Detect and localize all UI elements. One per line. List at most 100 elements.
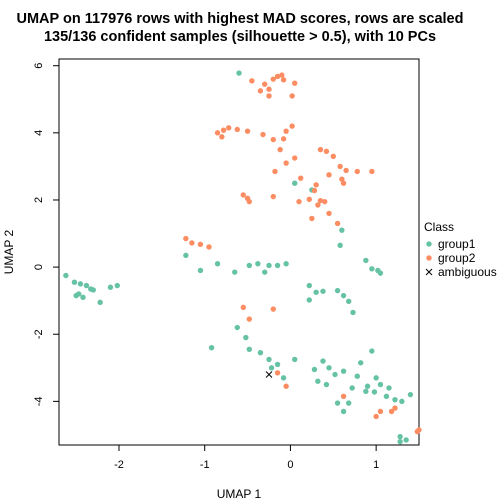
point-group2 bbox=[343, 167, 349, 174]
point-group2 bbox=[266, 86, 272, 92]
point-group1 bbox=[320, 288, 326, 294]
legend-title: Class bbox=[424, 220, 454, 234]
point-group1 bbox=[377, 270, 384, 276]
point-group1 bbox=[397, 433, 403, 440]
point-group2 bbox=[323, 148, 330, 155]
point-group2 bbox=[326, 172, 332, 178]
point-group1 bbox=[266, 356, 272, 363]
point-group1 bbox=[266, 262, 272, 269]
legend-label-group1: group1 bbox=[438, 237, 476, 251]
point-group1 bbox=[364, 383, 371, 389]
point-group2 bbox=[339, 176, 345, 182]
point-group1 bbox=[97, 299, 103, 306]
point-group1 bbox=[358, 360, 364, 366]
point-group2 bbox=[292, 80, 298, 86]
legend-label-group2: group2 bbox=[438, 251, 476, 265]
point-group2 bbox=[219, 134, 225, 140]
point-group1 bbox=[334, 287, 341, 294]
point-group1 bbox=[208, 344, 215, 351]
x-tick-label: 0 bbox=[287, 459, 293, 471]
point-group2 bbox=[240, 192, 246, 198]
point-group1 bbox=[340, 408, 347, 415]
point-group1 bbox=[83, 282, 90, 289]
point-group1 bbox=[315, 378, 321, 384]
x-axis-label: UMAP 1 bbox=[217, 487, 262, 501]
point-group1 bbox=[77, 281, 84, 287]
point-group2 bbox=[317, 146, 324, 153]
point-group2 bbox=[220, 127, 227, 133]
point-group1 bbox=[255, 261, 261, 267]
point-group2 bbox=[234, 126, 240, 133]
point-group2 bbox=[283, 383, 289, 389]
point-group1 bbox=[392, 396, 398, 403]
point-group1 bbox=[386, 385, 392, 391]
point-group1 bbox=[337, 242, 343, 248]
point-group1 bbox=[377, 381, 384, 388]
point-group2 bbox=[369, 168, 375, 175]
point-group2 bbox=[270, 76, 276, 82]
point-group1 bbox=[306, 297, 312, 303]
point-group1 bbox=[403, 437, 409, 443]
legend-marker-group1 bbox=[426, 241, 432, 247]
point-group2 bbox=[326, 210, 332, 217]
point-group2 bbox=[270, 306, 276, 312]
point-group2 bbox=[388, 408, 395, 415]
x-axis: -2 -1 0 1 bbox=[114, 445, 379, 471]
point-group1 bbox=[63, 272, 69, 279]
point-group1 bbox=[326, 365, 332, 371]
point-group1 bbox=[73, 292, 79, 299]
point-group2 bbox=[262, 81, 268, 87]
point-group2 bbox=[274, 73, 281, 80]
y-tick-label: 0 bbox=[33, 264, 45, 270]
point-group2 bbox=[260, 131, 266, 138]
point-group2 bbox=[337, 163, 343, 170]
point-group1 bbox=[114, 282, 120, 289]
point-group2 bbox=[296, 198, 302, 205]
point-group1 bbox=[350, 309, 356, 316]
point-group2 bbox=[340, 393, 347, 400]
point-group1 bbox=[80, 294, 86, 301]
point-group1 bbox=[71, 279, 78, 285]
point-group2 bbox=[354, 168, 360, 175]
point-group2 bbox=[266, 93, 272, 99]
point-group1 bbox=[257, 349, 264, 356]
point-group2 bbox=[313, 182, 319, 188]
point-group1 bbox=[369, 348, 375, 354]
point-group1 bbox=[90, 287, 96, 293]
point-group1 bbox=[397, 438, 403, 445]
point-group2 bbox=[309, 215, 315, 222]
point-group2 bbox=[257, 88, 264, 94]
y-tick-label: -4 bbox=[33, 396, 45, 406]
point-group2 bbox=[279, 72, 285, 78]
point-group1 bbox=[246, 346, 252, 353]
plot-frame bbox=[58, 58, 420, 446]
point-group2 bbox=[330, 153, 336, 160]
point-group1 bbox=[311, 366, 318, 373]
point-group1 bbox=[354, 373, 360, 379]
point-group2 bbox=[249, 78, 255, 84]
y-tick-label: -2 bbox=[33, 329, 45, 339]
point-group2 bbox=[283, 128, 289, 134]
point-group2 bbox=[272, 168, 278, 175]
y-axis: -4 -2 0 2 4 6 bbox=[33, 63, 59, 406]
x-tick-label: -1 bbox=[200, 459, 210, 471]
x-tick-label: -2 bbox=[114, 459, 124, 471]
point-group1 bbox=[197, 267, 204, 274]
point-group1 bbox=[339, 227, 345, 233]
legend-label-ambiguous: ambiguous bbox=[438, 265, 497, 279]
point-group1 bbox=[407, 391, 414, 398]
y-tick-label: 2 bbox=[33, 197, 45, 203]
point-group1 bbox=[349, 385, 355, 391]
point-group1 bbox=[232, 269, 238, 275]
point-group1 bbox=[313, 289, 319, 295]
legend-marker-group2 bbox=[426, 255, 432, 261]
point-group2 bbox=[392, 405, 398, 411]
point-group2 bbox=[189, 240, 195, 246]
point-group2 bbox=[414, 428, 420, 435]
point-group1 bbox=[214, 261, 221, 267]
point-group1 bbox=[234, 324, 240, 331]
point-group1 bbox=[262, 269, 268, 275]
point-group1 bbox=[363, 388, 369, 394]
